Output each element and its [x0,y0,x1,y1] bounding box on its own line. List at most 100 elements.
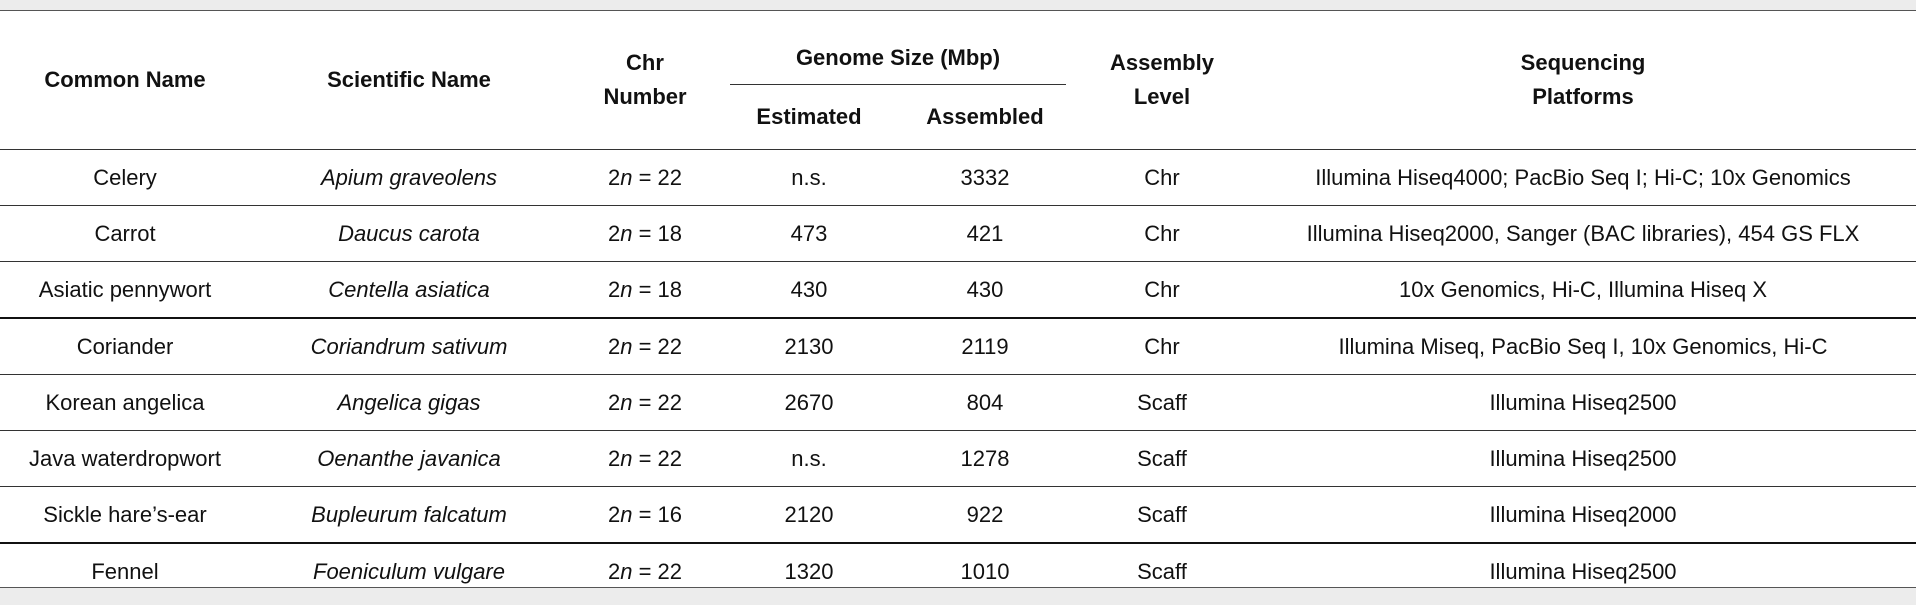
chr-var: n [620,445,633,471]
chr-prefix: 2 [607,333,621,359]
header-sequencing-platforms-line2: Platforms [1532,84,1634,109]
table-row: Java waterdropwort Oenanthe javanica 2n … [0,430,1916,487]
cell-platforms: Illumina Hiseq2500 [1250,542,1916,599]
cell-scientific-name: Daucus carota [250,205,568,262]
cell-estimated: 1320 [722,542,896,599]
cell-common-name: Carrot [0,205,250,262]
table-row: Sickle hare’s-ear Bupleurum falcatum 2n … [0,486,1916,543]
genome-table-container: Common Name Scientific Name Chr Number G… [0,10,1916,599]
cell-chr-number: 2n = 22 [568,430,722,487]
cell-assembly-level: Scaff [1074,486,1250,543]
cell-platforms: Illumina Hiseq2500 [1250,374,1916,431]
chr-suffix: = 22 [632,333,683,359]
cell-platforms: Illumina Hiseq2500 [1250,430,1916,487]
cell-common-name: Asiatic pennywort [0,261,250,318]
chr-var: n [620,333,633,359]
header-assembly-level-line1: Assembly [1110,50,1214,75]
header-assembly-level: Assembly Level [1074,11,1250,150]
chr-suffix: = 22 [632,389,683,415]
header-scientific-name: Scientific Name [327,67,491,92]
table-row: Celery Apium graveolens 2n = 22 n.s. 333… [0,149,1916,206]
cell-assembled: 922 [896,486,1074,543]
chr-suffix: = 18 [632,220,683,246]
header-assembled: Assembled [926,104,1044,129]
chr-var: n [620,164,633,190]
cell-assembled: 3332 [896,149,1074,206]
header-common-name: Common Name [44,67,206,92]
header-assembly-level-line2: Level [1133,84,1191,109]
cell-common-name: Coriander [0,317,250,375]
cell-scientific-name: Apium graveolens [250,149,568,206]
cell-chr-number: 2n = 18 [568,261,722,318]
cell-assembled: 1278 [896,430,1074,487]
cell-common-name: Java waterdropwort [0,430,250,487]
cell-assembled: 421 [896,205,1074,262]
header-genome-size-label: Genome Size (Mbp) [795,45,1001,70]
cell-estimated: 2670 [722,374,896,431]
cell-estimated: n.s. [722,149,896,206]
cell-platforms: Illumina Hiseq2000, Sanger (BAC librarie… [1250,205,1916,262]
table-row: Coriander Coriandrum sativum 2n = 22 213… [0,317,1916,375]
cell-platforms: Illumina Hiseq4000; PacBio Seq I; Hi-C; … [1250,149,1916,206]
cell-estimated: 473 [722,205,896,262]
genome-table: Common Name Scientific Name Chr Number G… [0,11,1916,599]
chr-var: n [620,558,633,584]
cell-common-name: Sickle hare’s-ear [0,486,250,543]
chr-var: n [620,276,633,302]
chr-suffix: = 22 [632,558,683,584]
chr-prefix: 2 [607,445,621,471]
table-row: Carrot Daucus carota 2n = 18 473 421 Chr… [0,205,1916,262]
chr-var: n [620,389,633,415]
genome-size-divider [730,84,1066,85]
cell-chr-number: 2n = 22 [568,149,722,206]
cell-chr-number: 2n = 18 [568,205,722,262]
chr-prefix: 2 [607,558,621,584]
cell-assembly-level: Chr [1074,261,1250,318]
cell-estimated: 2120 [722,486,896,543]
chr-prefix: 2 [607,389,621,415]
header-estimated: Estimated [756,104,862,129]
cell-scientific-name: Oenanthe javanica [250,430,568,487]
header-genome-size: Genome Size (Mbp) [722,11,1074,85]
cell-scientific-name: Foeniculum vulgare [250,542,568,599]
cell-scientific-name: Angelica gigas [250,374,568,431]
cell-assembly-level: Scaff [1074,430,1250,487]
cell-assembled: 1010 [896,542,1074,599]
cell-scientific-name: Bupleurum falcatum [250,486,568,543]
chr-prefix: 2 [607,164,621,190]
cell-estimated: 430 [722,261,896,318]
chr-var: n [620,501,633,527]
cell-scientific-name: Centella asiatica [250,261,568,318]
cell-estimated: n.s. [722,430,896,487]
cell-estimated: 2130 [722,317,896,375]
header-sequencing-platforms-line1: Sequencing [1520,50,1646,75]
chr-var: n [620,220,633,246]
header-chr-number-line1: Chr [626,50,664,75]
cell-assembly-level: Chr [1074,149,1250,206]
chr-suffix: = 16 [632,501,683,527]
cell-platforms: Illumina Miseq, PacBio Seq I, 10x Genomi… [1250,317,1916,375]
chr-prefix: 2 [607,220,621,246]
cell-assembly-level: Scaff [1074,374,1250,431]
cell-platforms: Illumina Hiseq2000 [1250,486,1916,543]
cell-assembled: 2119 [896,317,1074,375]
cell-chr-number: 2n = 22 [568,374,722,431]
header-sequencing-platforms: Sequencing Platforms [1250,11,1916,150]
table-row: Korean angelica Angelica gigas 2n = 22 2… [0,374,1916,431]
cell-platforms: 10x Genomics, Hi-C, Illumina Hiseq X [1250,261,1916,318]
cell-scientific-name: Coriandrum sativum [250,317,568,375]
cell-chr-number: 2n = 16 [568,486,722,543]
chr-suffix: = 22 [632,164,683,190]
chr-suffix: = 18 [632,276,683,302]
cell-common-name: Celery [0,149,250,206]
cell-common-name: Fennel [0,542,250,599]
cell-assembly-level: Chr [1074,317,1250,375]
header-chr-number-line2: Number [603,84,687,109]
cell-common-name: Korean angelica [0,374,250,431]
chr-suffix: = 22 [632,445,683,471]
cell-assembled: 804 [896,374,1074,431]
chr-prefix: 2 [607,276,621,302]
cell-assembled: 430 [896,261,1074,318]
header-chr-number: Chr Number [568,11,722,150]
cell-chr-number: 2n = 22 [568,542,722,599]
